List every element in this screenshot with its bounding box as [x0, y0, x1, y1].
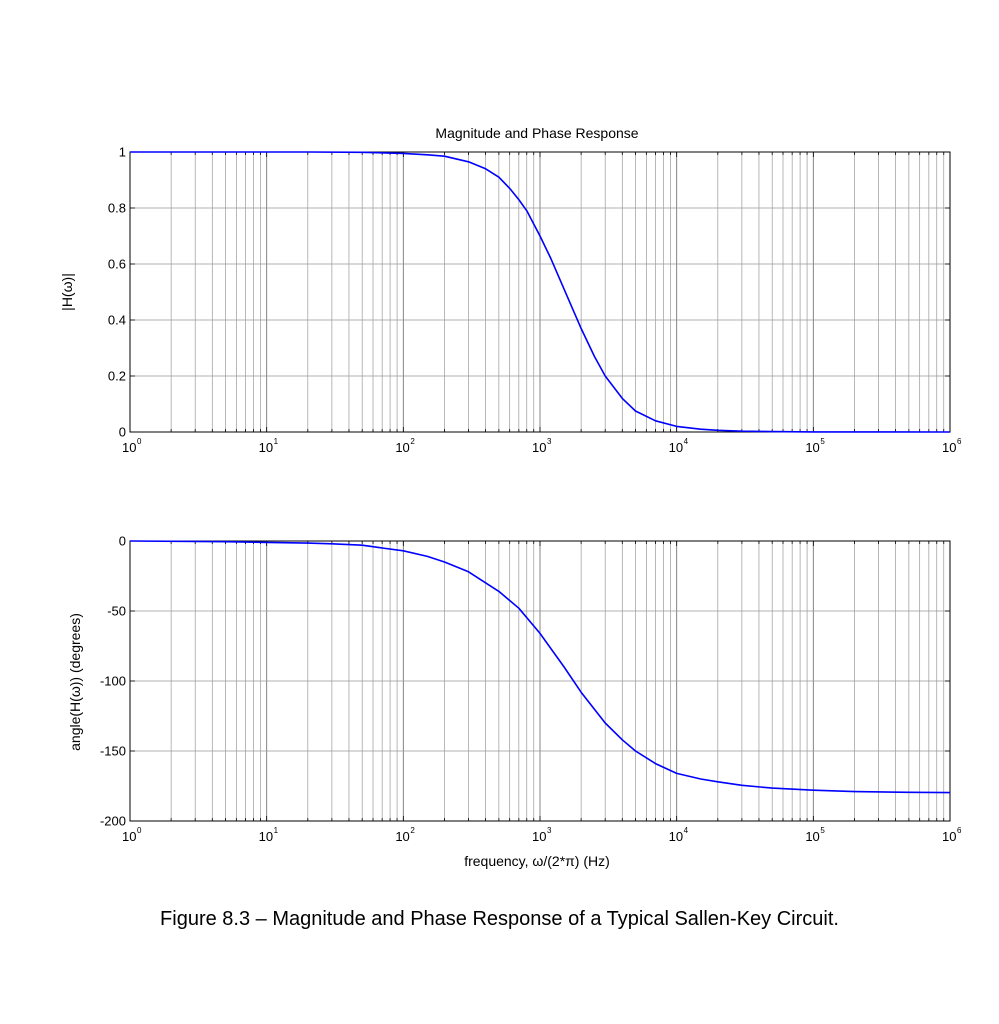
magnitude-x-tick-exponent: 2	[410, 437, 415, 446]
phase-y-label: angle(H(ω)) (degrees)	[67, 613, 83, 751]
magnitude-x-tick-exponent: 6	[957, 437, 962, 446]
phase-y-tick-label: -150	[100, 744, 126, 759]
phase-x-tick-label: 10	[669, 829, 683, 844]
phase-y-tick-label: -200	[100, 814, 126, 829]
phase-x-tick-exponent: 1	[274, 826, 279, 835]
magnitude-x-tick-label: 10	[805, 440, 819, 455]
magnitude-y-tick-label: 0.8	[108, 201, 126, 216]
magnitude-x-tick-label: 10	[669, 440, 683, 455]
magnitude-x-tick-label: 10	[122, 440, 136, 455]
magnitude-x-tick-exponent: 3	[547, 437, 552, 446]
magnitude-y-tick-label: 1	[119, 145, 126, 160]
magnitude-series-line	[130, 151, 951, 433]
magnitude-y-tick-label: 0.6	[108, 257, 126, 272]
phase-x-tick-exponent: 0	[137, 826, 142, 835]
magnitude-x-tick-label: 10	[942, 440, 956, 455]
phase-y-tick-label: -100	[100, 674, 126, 689]
phase-x-tick-label: 10	[942, 829, 956, 844]
chart-title: Magnitude and Phase Response	[435, 125, 638, 141]
magnitude-x-tick-label: 10	[532, 440, 546, 455]
phase-x-tick-exponent: 5	[820, 826, 825, 835]
phase-x-tick-label: 10	[532, 829, 546, 844]
phase-x-tick-label: 10	[259, 829, 273, 844]
phase-x-tick-label: 10	[122, 829, 136, 844]
magnitude-x-tick-exponent: 1	[274, 437, 279, 446]
phase-x-tick-label: 10	[805, 829, 819, 844]
figure-caption: Figure 8.3 – Magnitude and Phase Respons…	[160, 908, 839, 930]
phase-x-tick-exponent: 4	[684, 826, 689, 835]
magnitude-axes-box	[129, 151, 951, 433]
phase-x-tick-exponent: 3	[547, 826, 552, 835]
magnitude-y-label: |H(ω)|	[59, 273, 75, 311]
phase-axes-box	[129, 540, 951, 822]
magnitude-y-tick-label: 0.4	[108, 313, 126, 328]
phase-y-tick-label: -50	[107, 604, 126, 619]
magnitude-x-tick-label: 10	[259, 440, 273, 455]
magnitude-x-tick-exponent: 4	[684, 437, 689, 446]
magnitude-y-tick-label: 0	[119, 425, 126, 440]
phase-y-tick-label: 0	[119, 534, 126, 549]
magnitude-x-tick-exponent: 0	[137, 437, 142, 446]
magnitude-y-tick-label: 0.2	[108, 369, 126, 384]
phase-series-line	[129, 540, 951, 794]
x-axis-label: frequency, ω/(2*π) (Hz)	[464, 853, 610, 869]
magnitude-x-tick-exponent: 5	[820, 437, 825, 446]
magnitude-x-tick-label: 10	[395, 440, 409, 455]
phase-x-tick-exponent: 2	[410, 826, 415, 835]
phase-x-tick-label: 10	[395, 829, 409, 844]
phase-x-tick-exponent: 6	[957, 826, 962, 835]
